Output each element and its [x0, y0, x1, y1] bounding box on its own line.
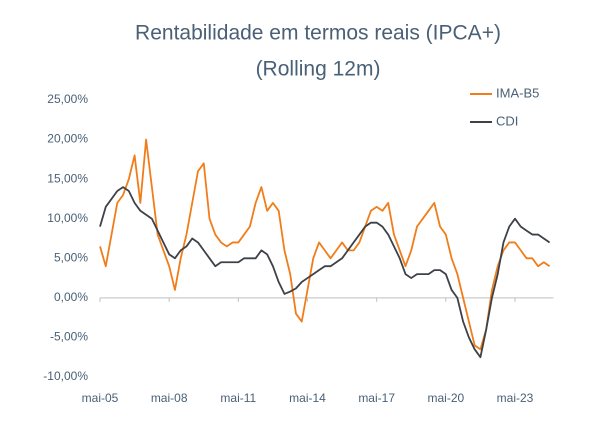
x-tick-label: mai-05	[82, 391, 119, 405]
y-tick-label: 0,00%	[54, 290, 88, 304]
series-line	[99, 138, 551, 351]
x-tick-label: mai-20	[427, 391, 464, 405]
legend-label: IMA-B5	[496, 85, 539, 100]
y-tick-label: 20,00%	[47, 132, 88, 146]
x-tick-label: mai-14	[289, 391, 326, 405]
x-tick-label: mai-08	[151, 391, 188, 405]
chart-title: Rentabilidade em termos reais (IPCA+)	[135, 22, 501, 45]
x-tick-label: mai-11	[220, 391, 256, 405]
y-tick-label: 15,00%	[47, 171, 88, 185]
y-tick-label: -10,00%	[43, 369, 88, 383]
y-tick-label: 5,00%	[54, 250, 88, 264]
y-tick-label: 10,00%	[47, 211, 88, 225]
y-tick-label: 25,00%	[47, 92, 88, 106]
y-tick-label: -5,00%	[50, 330, 88, 344]
x-tick-label: mai-17	[358, 391, 395, 405]
series-line	[99, 186, 551, 359]
legend-label: CDI	[496, 113, 518, 128]
chart-subtitle: (Rolling 12m)	[256, 58, 381, 81]
x-tick-label: mai-23	[497, 391, 534, 405]
